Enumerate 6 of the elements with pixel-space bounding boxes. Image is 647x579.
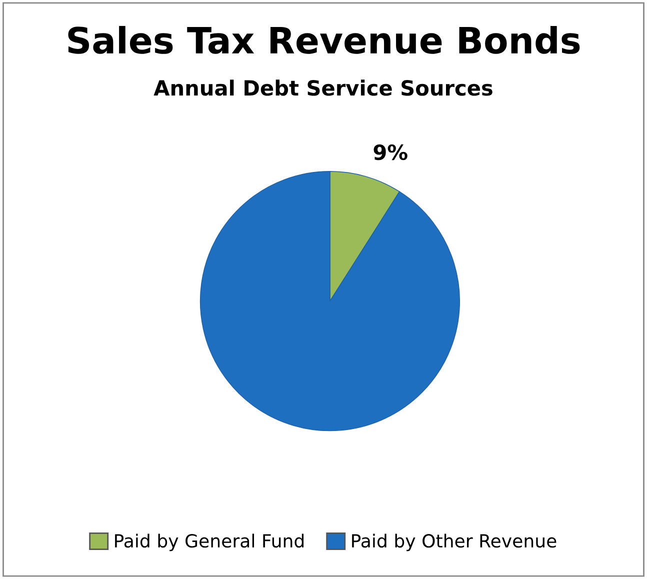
chart-subtitle: Annual Debt Service Sources	[154, 80, 492, 96]
legend-label: Paid by Other Revenue	[352, 534, 556, 552]
pie-slice	[200, 171, 460, 432]
chart-title: Sales Tax Revenue Bonds	[68, 26, 580, 54]
data-label: 9%	[374, 144, 408, 160]
legend-label: Paid by General Fund	[115, 534, 304, 552]
